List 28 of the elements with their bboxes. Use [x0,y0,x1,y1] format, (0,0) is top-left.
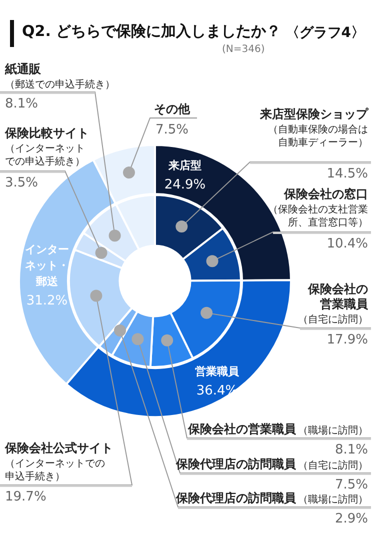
data-label: 7.5% [155,122,189,138]
slice-label: 保険代理店の訪問職員（職場に訪問） [175,491,368,506]
data-label: 31.2% [26,293,68,308]
slice-label: 保険代理店の訪問職員（自宅に訪問） [175,457,368,472]
data-label: 10.4% [326,236,368,252]
slice-label: 保険会社公式サイト（インターネットでの申込手続き） [4,441,113,483]
data-label: 8.1% [334,442,368,458]
slice-label: 来店型保険ショップ（自動車保険の場合は自動車ディーラー） [259,107,369,149]
slice-label: その他 [154,102,191,116]
data-label: 8.1% [5,96,38,112]
data-label: 14.5% [326,166,368,182]
slice-label: 保険会社の窓口（保険会社の支社営業所、直営窓口等） [268,187,368,229]
data-label: 24.9% [164,177,206,192]
chart-title: Q2. どちらで保険に加入しましたか？ [22,22,282,41]
slice-label: 保険比較サイト（インターネットでの申込手続き） [4,126,89,168]
data-label: 17.9% [326,332,368,348]
slice-label: 保険会社の営業職員（自宅に訪問） [298,282,369,326]
data-label: 19.7% [5,489,46,504]
slice-label: インターネット・郵送 [25,242,69,288]
slice-label: 保険会社の営業職員（職場に訪問） [187,422,368,437]
slice-label: 来店型 [168,158,202,172]
slice-label: 紙通販（郵送での申込手続き） [4,62,115,91]
data-label: 7.5% [334,477,368,492]
data-label: 3.5% [5,175,38,190]
slice-label: 営業職員 [195,364,240,378]
text: (N=346) [222,44,265,55]
data-label: 2.9% [334,511,368,526]
text: 〈グラフ4〉 [285,24,365,42]
